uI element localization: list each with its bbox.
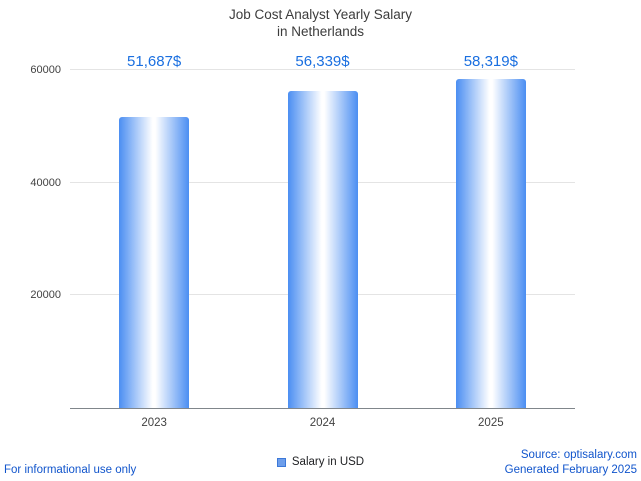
bar-value-label: 58,319$ [463,53,518,70]
bar-2025 [455,79,526,408]
y-axis-tick-label: 40000 [30,176,61,189]
y-axis-tick-label: 60000 [30,64,61,76]
bar-value-label: 56,339$ [295,53,350,70]
bar-value-label: 51,687$ [127,53,182,70]
informational-note: For informational use only [4,464,137,476]
x-axis-label: 2023 [141,417,167,429]
bar-2024 [287,90,358,408]
x-axis-label: 2024 [309,417,336,429]
legend-label: Salary in USD [291,456,365,468]
y-axis-tick-label: 20000 [30,289,61,302]
chart-title-line2: in Netherlands [276,24,365,39]
bar-value-labels-row: 51,687$ 56,339$ 58,319$ [70,53,575,71]
chart-legend: Salary in USD [0,456,641,468]
plot-area: 20000 40000 60000 [30,64,575,409]
generated-date: Generated February 2025 [504,464,637,476]
x-axis-label: 2025 [478,417,504,429]
source-link[interactable]: Source: optisalary.com [520,449,637,461]
bar-2023 [119,116,190,408]
legend-marker-icon [276,457,286,467]
gridline [70,69,575,70]
x-axis-labels-row: 2023 2024 2025 [70,417,575,432]
chart-title: Job Cost Analyst Yearly Salary in Nether… [0,6,641,40]
source-block: Source: optisalary.com Generated Februar… [505,448,637,478]
chart-title-line1: Job Cost Analyst Yearly Salary [228,7,413,22]
